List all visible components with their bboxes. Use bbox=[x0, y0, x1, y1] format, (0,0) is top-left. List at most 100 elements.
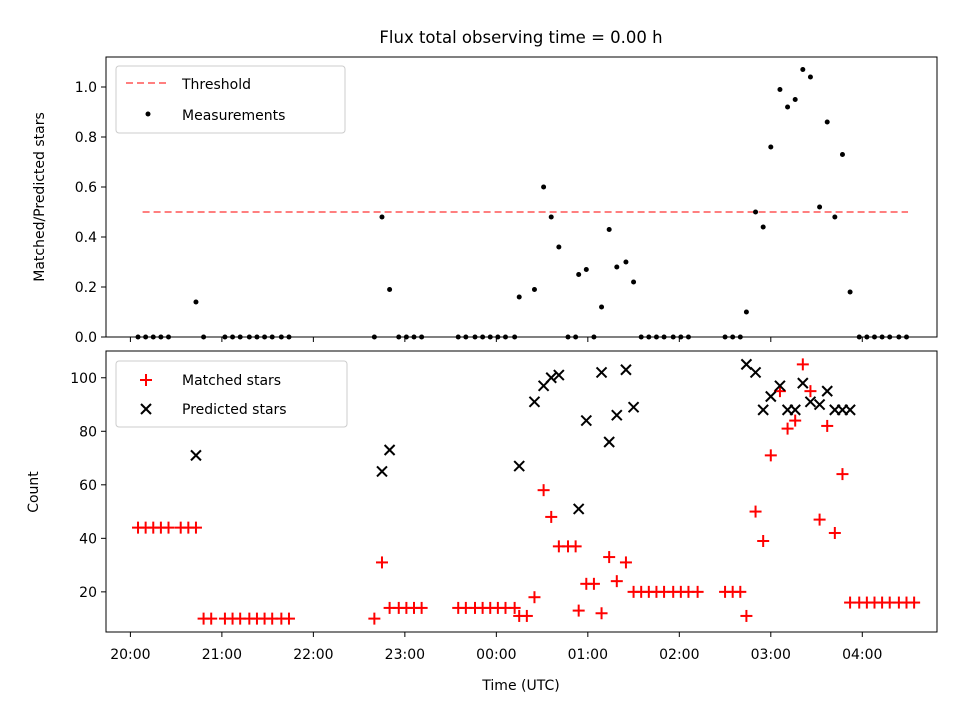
measurement-point bbox=[531, 287, 537, 292]
y-tick-label: 0.0 bbox=[75, 330, 97, 346]
predicted-star-point bbox=[774, 380, 786, 392]
matched-star-point bbox=[375, 556, 388, 569]
predicted-star-point bbox=[813, 398, 826, 411]
measurement-point bbox=[832, 214, 838, 220]
y-tick-label: 0.2 bbox=[75, 280, 97, 296]
matched-star-point bbox=[162, 521, 175, 534]
measurement-point bbox=[768, 144, 774, 150]
predicted-star-point bbox=[620, 364, 632, 376]
predicted-star-point bbox=[757, 404, 769, 416]
x-tick-label: 03:00 bbox=[751, 647, 791, 663]
legend-measurements-swatch bbox=[145, 111, 151, 117]
y-tick-label: 60 bbox=[79, 478, 97, 494]
top-y-axis-label: Matched/Predicted stars bbox=[32, 112, 48, 282]
legend-predicted-label: Predicted stars bbox=[182, 402, 287, 418]
matched-star-point bbox=[740, 609, 753, 622]
matched-star-point bbox=[828, 526, 841, 539]
matched-star-point bbox=[595, 607, 608, 620]
measurement-point bbox=[760, 224, 766, 230]
matched-star-point bbox=[368, 612, 381, 625]
measurement-point bbox=[847, 289, 853, 295]
measurement-point bbox=[753, 209, 759, 215]
matched-star-point bbox=[836, 468, 849, 481]
bottom-frame bbox=[105, 350, 938, 633]
y-tick-label: 0.6 bbox=[75, 180, 97, 196]
predicted-star-point bbox=[528, 396, 541, 408]
x-tick-label: 02:00 bbox=[659, 647, 699, 663]
bottom-marks bbox=[132, 358, 921, 625]
measurement-point bbox=[556, 244, 562, 250]
x-tick-label: 21:00 bbox=[202, 647, 242, 663]
y-tick-label: 80 bbox=[79, 424, 97, 440]
measurement-point bbox=[623, 259, 629, 265]
matched-star-point bbox=[528, 591, 541, 604]
top-marks bbox=[135, 67, 910, 340]
measurement-point bbox=[807, 74, 813, 80]
predicted-star-point bbox=[740, 358, 753, 371]
matched-star-point bbox=[691, 585, 704, 598]
predicted-star-point bbox=[765, 390, 777, 403]
y-tick-label: 0.4 bbox=[75, 230, 97, 246]
matched-star-point bbox=[189, 521, 202, 534]
measurement-point bbox=[606, 227, 612, 232]
measurement-point bbox=[614, 264, 620, 270]
top-legend-box bbox=[115, 65, 346, 134]
predicted-star-point bbox=[595, 366, 608, 379]
bottom-x-ticks: 20:00 21:00 22:00 23:00 00:00 01:00 02:00 03:00… bbox=[110, 632, 882, 663]
matched-star-point bbox=[572, 604, 585, 617]
matched-star-point bbox=[734, 585, 747, 598]
matched-star-point bbox=[537, 484, 550, 497]
x-tick-label: 20:00 bbox=[110, 647, 150, 663]
bottom-legend: Matched stars Predicted stars bbox=[115, 360, 348, 428]
x-tick-label: 01:00 bbox=[568, 647, 608, 663]
predicted-star-point bbox=[749, 366, 762, 379]
matched-star-point bbox=[749, 505, 762, 518]
measurement-point bbox=[387, 287, 393, 292]
y-tick-label: 100 bbox=[70, 371, 97, 387]
predicted-star-point bbox=[804, 396, 817, 408]
top-panel: 0.0 0.2 0.4 0.6 0.8 1.0 Matched/Predicted sta… bbox=[32, 56, 938, 346]
measurement-point bbox=[824, 119, 830, 125]
measurement-point bbox=[193, 299, 199, 305]
bottom-y-axis-label: Count bbox=[26, 471, 42, 513]
y-tick-label: 20 bbox=[79, 585, 97, 601]
predicted-star-point bbox=[580, 414, 593, 427]
matched-star-point bbox=[508, 601, 521, 614]
matched-star-point bbox=[781, 422, 794, 435]
y-tick-label: 40 bbox=[79, 531, 97, 547]
matched-star-point bbox=[796, 358, 809, 371]
matched-star-point bbox=[789, 414, 802, 427]
legend-matched-label: Matched stars bbox=[182, 373, 281, 389]
predicted-star-point bbox=[821, 385, 833, 397]
measurement-point bbox=[777, 87, 783, 92]
matched-star-point bbox=[764, 449, 777, 462]
predicted-star-point bbox=[797, 377, 809, 389]
measurement-point bbox=[792, 97, 798, 102]
measurement-point bbox=[599, 304, 605, 310]
legend-matched-swatch bbox=[140, 374, 152, 386]
predicted-star-point bbox=[190, 449, 202, 462]
predicted-star-point bbox=[572, 503, 585, 515]
predicted-star-point bbox=[545, 372, 557, 384]
x-tick-label: 22:00 bbox=[293, 647, 333, 663]
predicted-star-point bbox=[376, 465, 388, 478]
chart-title: Flux total observing time = 0.00 h bbox=[379, 28, 662, 47]
matched-star-point bbox=[619, 556, 632, 569]
top-frame bbox=[105, 56, 938, 338]
legend-threshold-label: Threshold bbox=[181, 77, 251, 93]
matched-star-point bbox=[282, 612, 295, 625]
predicted-star-point bbox=[611, 409, 623, 421]
x-axis-label: Time (UTC) bbox=[481, 678, 559, 694]
matched-star-point bbox=[205, 612, 218, 625]
measurement-point bbox=[548, 214, 554, 220]
predicted-star-point bbox=[844, 404, 856, 416]
measurement-point bbox=[839, 152, 845, 157]
bottom-y-ticks: 20 40 60 80 100 bbox=[70, 371, 106, 601]
predicted-star-point bbox=[789, 404, 801, 416]
x-tick-label: 00:00 bbox=[476, 647, 516, 663]
top-y-ticks: 0.0 0.2 0.4 0.6 0.8 1.0 bbox=[75, 80, 106, 346]
matched-star-point bbox=[757, 535, 770, 548]
matched-star-point bbox=[520, 609, 533, 622]
matched-star-point bbox=[610, 575, 623, 588]
